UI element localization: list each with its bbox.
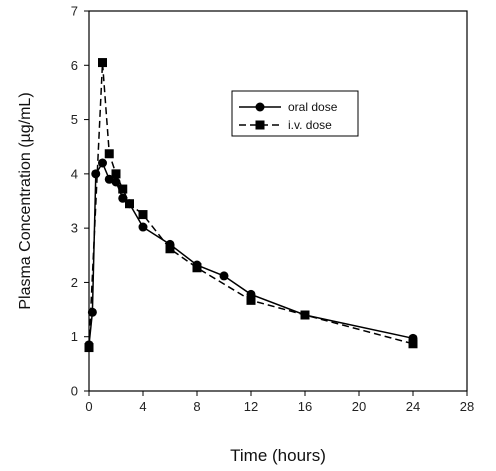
x-tick-label: 24 [406,399,420,414]
data-point-circle [87,307,97,317]
data-point-square [125,199,134,209]
x-tick-label: 16 [298,399,312,414]
x-tick-label: 8 [193,399,200,414]
y-tick-label: 4 [71,166,78,181]
series-layer [84,58,418,353]
series-line-1 [88,62,414,348]
data-point-circle [91,169,101,179]
data-point-square [300,310,310,320]
plot-area [88,10,468,392]
data-point-square [98,58,107,68]
data-point-circle [138,222,148,232]
y-axis: 0 1 2 3 4 5 6 7 [71,4,89,399]
legend: oral dose i.v. dose [231,90,359,137]
data-point-square [192,263,202,273]
y-tick-label: 6 [71,58,78,73]
legend-label-iv: i.v. dose [288,118,332,132]
data-point-square [104,149,114,159]
y-tick-label: 1 [71,329,78,344]
x-axis: 0 4 8 12 16 20 24 28 [85,391,474,414]
data-point-square [246,295,256,305]
data-point-square [165,244,175,254]
x-tick-label: 28 [460,399,474,414]
y-tick-label: 3 [71,221,78,236]
data-point-circle [111,177,121,187]
legend-box [231,90,359,137]
data-point-square [111,169,121,179]
x-axis-title: Time (hours) [230,446,326,465]
data-point-circle [98,158,107,168]
data-point-square [408,339,418,349]
data-point-square [118,184,128,194]
y-tick-label: 7 [71,4,78,19]
legend-label-oral: oral dose [288,100,338,114]
legend-marker-circle [255,102,265,112]
x-tick-label: 12 [244,399,258,414]
data-point-square [138,210,148,220]
data-point-square [84,343,94,353]
y-tick-label: 0 [71,384,78,399]
x-tick-label: 0 [85,399,92,414]
data-point-circle [219,271,229,281]
y-axis-title: Plasma Concentration (µg/mL) [17,92,34,309]
x-tick-label: 4 [139,399,146,414]
y-tick-label: 5 [71,112,78,127]
y-tick-label: 2 [71,275,78,290]
legend-marker-square [255,120,265,130]
x-tick-label: 20 [352,399,366,414]
